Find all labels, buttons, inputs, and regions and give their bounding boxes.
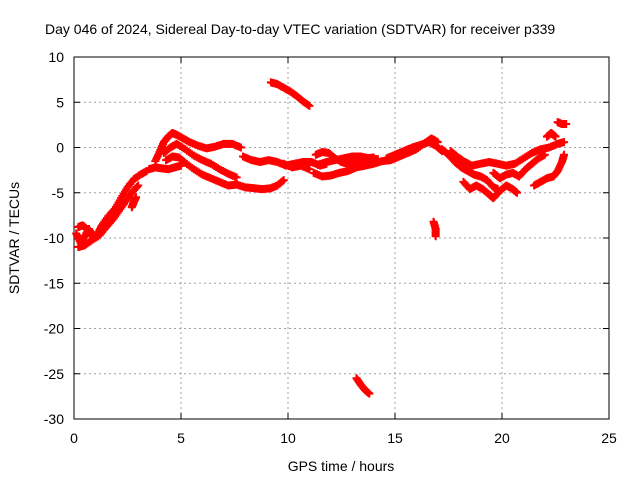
data-point xyxy=(560,150,569,159)
series-sat-arc-1 xyxy=(72,167,151,247)
y-tick-label: 0 xyxy=(56,140,64,156)
series-sat-arc-5 xyxy=(144,161,185,174)
data-point xyxy=(236,143,245,152)
y-tick-label: -25 xyxy=(44,366,64,382)
data-point xyxy=(134,181,143,190)
series-sat-arc-4 xyxy=(127,193,141,212)
series-sat-arc-20 xyxy=(459,177,521,203)
series-sat-arc-23 xyxy=(542,129,560,141)
data-point xyxy=(562,119,571,128)
data-point xyxy=(512,188,521,197)
y-tick-label: 5 xyxy=(56,94,64,110)
series-sat-arc-15 xyxy=(382,138,447,163)
x-tick-label: 15 xyxy=(387,430,403,446)
y-tick-label: -10 xyxy=(44,230,64,246)
y-axis-label: SDTVAR / TECUs xyxy=(6,182,22,294)
x-tick-label: 5 xyxy=(177,430,185,446)
series-sat-arc-18 xyxy=(438,145,502,194)
data-point xyxy=(132,193,141,202)
data-point xyxy=(373,155,382,164)
data-point xyxy=(91,232,100,241)
x-tick-label: 20 xyxy=(494,430,510,446)
series-sat-arc-22 xyxy=(530,150,569,190)
series-sat-arc-6 xyxy=(151,129,245,166)
data-point xyxy=(431,232,440,241)
data-point xyxy=(232,173,241,182)
data-point xyxy=(365,389,374,398)
series-sat-arc-10 xyxy=(279,159,314,174)
series-sat-arc-14 xyxy=(313,152,382,169)
y-tick-label: -5 xyxy=(52,185,65,201)
data-points xyxy=(72,78,571,398)
y-tick-label: -20 xyxy=(44,321,64,337)
series-sat-arc-7 xyxy=(159,139,241,182)
series-sat-arc-19 xyxy=(446,138,569,170)
series-sat-arc-11 xyxy=(266,78,314,110)
series-sat-arc-21 xyxy=(489,150,549,183)
data-point xyxy=(551,132,560,141)
series-sat-arc-16 xyxy=(352,374,374,398)
x-tick-label: 0 xyxy=(70,430,78,446)
data-point xyxy=(279,176,288,185)
series-sat-arc-8 xyxy=(162,152,288,194)
data-point xyxy=(305,165,314,174)
chart-title: Day 046 of 2024, Sidereal Day-to-day VTE… xyxy=(45,21,555,37)
data-point xyxy=(540,150,549,159)
y-tick-label: -30 xyxy=(44,411,64,427)
series-sat-arc-24 xyxy=(553,118,571,128)
x-axis-label: GPS time / hours xyxy=(288,458,395,474)
data-point xyxy=(560,138,569,147)
x-tick-label: 25 xyxy=(601,430,617,446)
y-tick-label: -15 xyxy=(44,275,64,291)
series-sat-arc-17 xyxy=(429,217,440,241)
data-point xyxy=(305,101,314,110)
series-sat-arc-3 xyxy=(74,221,100,241)
grid-lines xyxy=(74,57,609,419)
x-tick-label: 10 xyxy=(280,430,296,446)
y-tick-label: 10 xyxy=(48,49,64,65)
axis-ticks: 0 5 10 15 20 25 10 5 0 -5 -10 -15 -20 -25 -30 xyxy=(44,49,617,446)
